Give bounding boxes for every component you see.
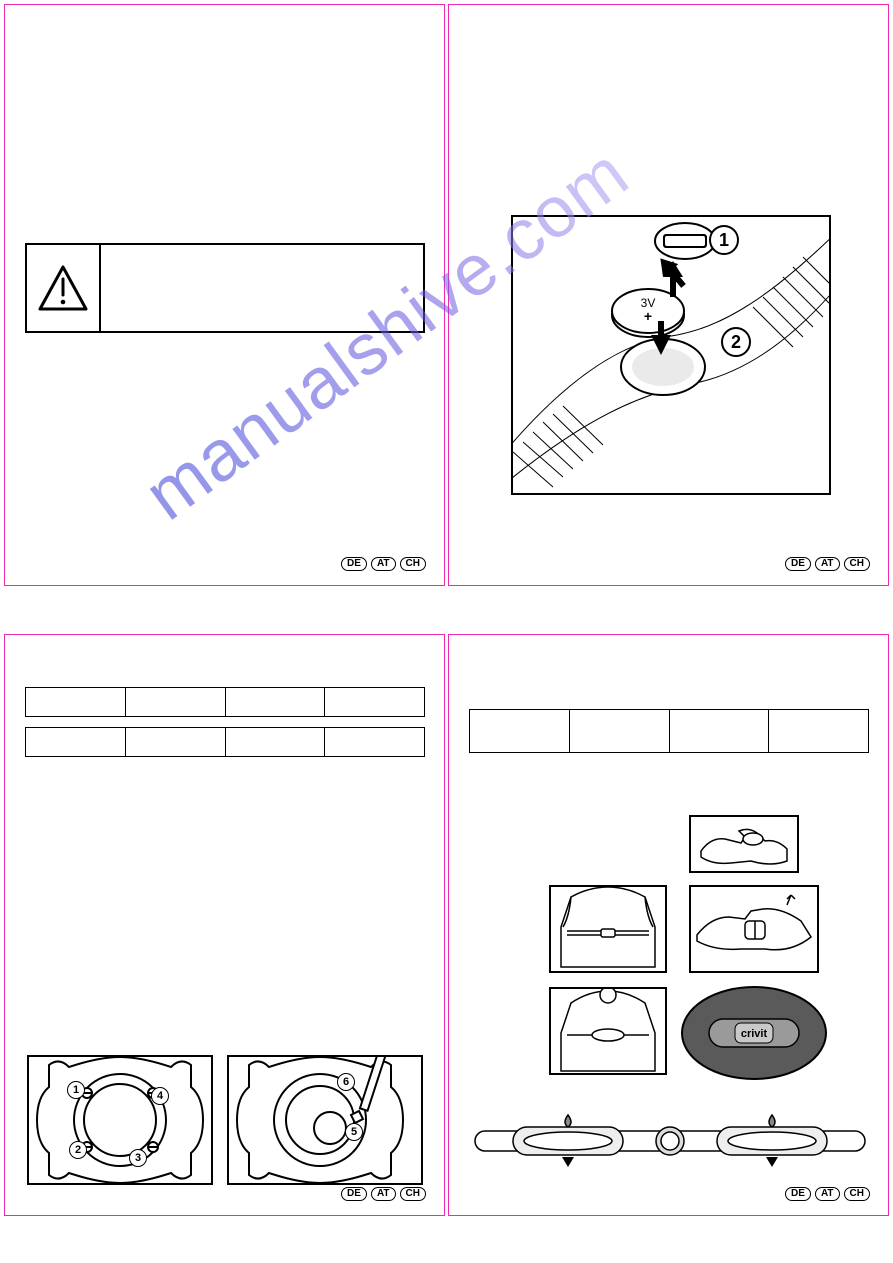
watch-num-5: 5: [345, 1123, 363, 1141]
coin-polarity-label: +: [644, 308, 652, 324]
step-circle-2: 2: [721, 327, 751, 357]
warning-triangle-icon: [38, 265, 88, 311]
table-cell: [126, 688, 226, 716]
watch-num-6: 6: [337, 1073, 355, 1091]
table-cell: [325, 688, 424, 716]
badge-de: DE: [341, 1187, 367, 1201]
badge-de: DE: [341, 557, 367, 571]
watch-num-2: 2: [69, 1141, 87, 1159]
warning-text-cell: [101, 245, 423, 331]
badge-at: AT: [815, 1187, 840, 1201]
badge-ch: CH: [400, 557, 426, 571]
strap-brand-label: crivit: [741, 1028, 768, 1040]
clasp-frame: [689, 885, 819, 973]
badge-ch: CH: [400, 1187, 426, 1201]
clip-hands-icon: [691, 817, 797, 871]
torso-back-icon: [551, 887, 665, 971]
strap-instruction-cluster: crivit: [549, 815, 849, 1115]
watch-num-1: 1: [67, 1081, 85, 1099]
table-row: [469, 709, 869, 753]
strap-sensor-icon: [473, 1113, 867, 1167]
manual-page-top-left: DE AT CH: [4, 4, 445, 586]
footer-badges: DE AT CH: [785, 557, 870, 571]
footer-badges: DE AT CH: [341, 557, 426, 571]
table-cell: [470, 710, 570, 752]
badge-at: AT: [815, 557, 840, 571]
watchback-diagram-right: [229, 1057, 421, 1183]
footer-badges: DE AT CH: [785, 1187, 870, 1201]
clip-step-frame: [689, 815, 799, 873]
manual-page-top-right: 3V + 1 2 DE AT: [448, 4, 889, 586]
table-cell: [769, 710, 868, 752]
table-cell: [325, 728, 424, 756]
manual-page-bottom-left: 1 2 3 4 5 6: [4, 634, 445, 1216]
step-circle-1: 1: [709, 225, 739, 255]
manual-page-bottom-right: crivit: [448, 634, 889, 1216]
torso-front-icon: [551, 989, 665, 1073]
badge-ch: CH: [844, 1187, 870, 1201]
table-cell: [26, 728, 126, 756]
warning-icon-cell: [27, 245, 101, 331]
watch-num-4: 4: [151, 1087, 169, 1105]
watchback-frame-right: 5 6: [227, 1055, 423, 1185]
watchback-frame-left: 1 2 3 4: [27, 1055, 213, 1185]
table-cell: [670, 710, 770, 752]
watch-num-3: 3: [129, 1149, 147, 1167]
zoom-circle: crivit: [679, 983, 829, 1083]
clasp-icon: [691, 887, 817, 971]
watchback-diagram-left: [29, 1057, 211, 1183]
footer-badges: DE AT CH: [341, 1187, 426, 1201]
warning-box: [25, 243, 425, 333]
badge-ch: CH: [844, 557, 870, 571]
zoom-circle-icon: crivit: [679, 983, 829, 1083]
badge-at: AT: [371, 1187, 396, 1201]
battery-diagram: 3V +: [513, 217, 829, 493]
torso-back-frame: [549, 885, 667, 973]
strap-sensor-row: [473, 1113, 867, 1167]
table-cell: [226, 688, 326, 716]
badge-at: AT: [371, 557, 396, 571]
badge-de: DE: [785, 557, 811, 571]
table-cell: [570, 710, 670, 752]
table-row-1: [25, 687, 425, 717]
table-row-2: [25, 727, 425, 757]
badge-de: DE: [785, 1187, 811, 1201]
table-cell: [226, 728, 326, 756]
table-cell: [126, 728, 226, 756]
battery-diagram-frame: 3V + 1 2: [511, 215, 831, 495]
torso-front-frame: [549, 987, 667, 1075]
table-cell: [26, 688, 126, 716]
